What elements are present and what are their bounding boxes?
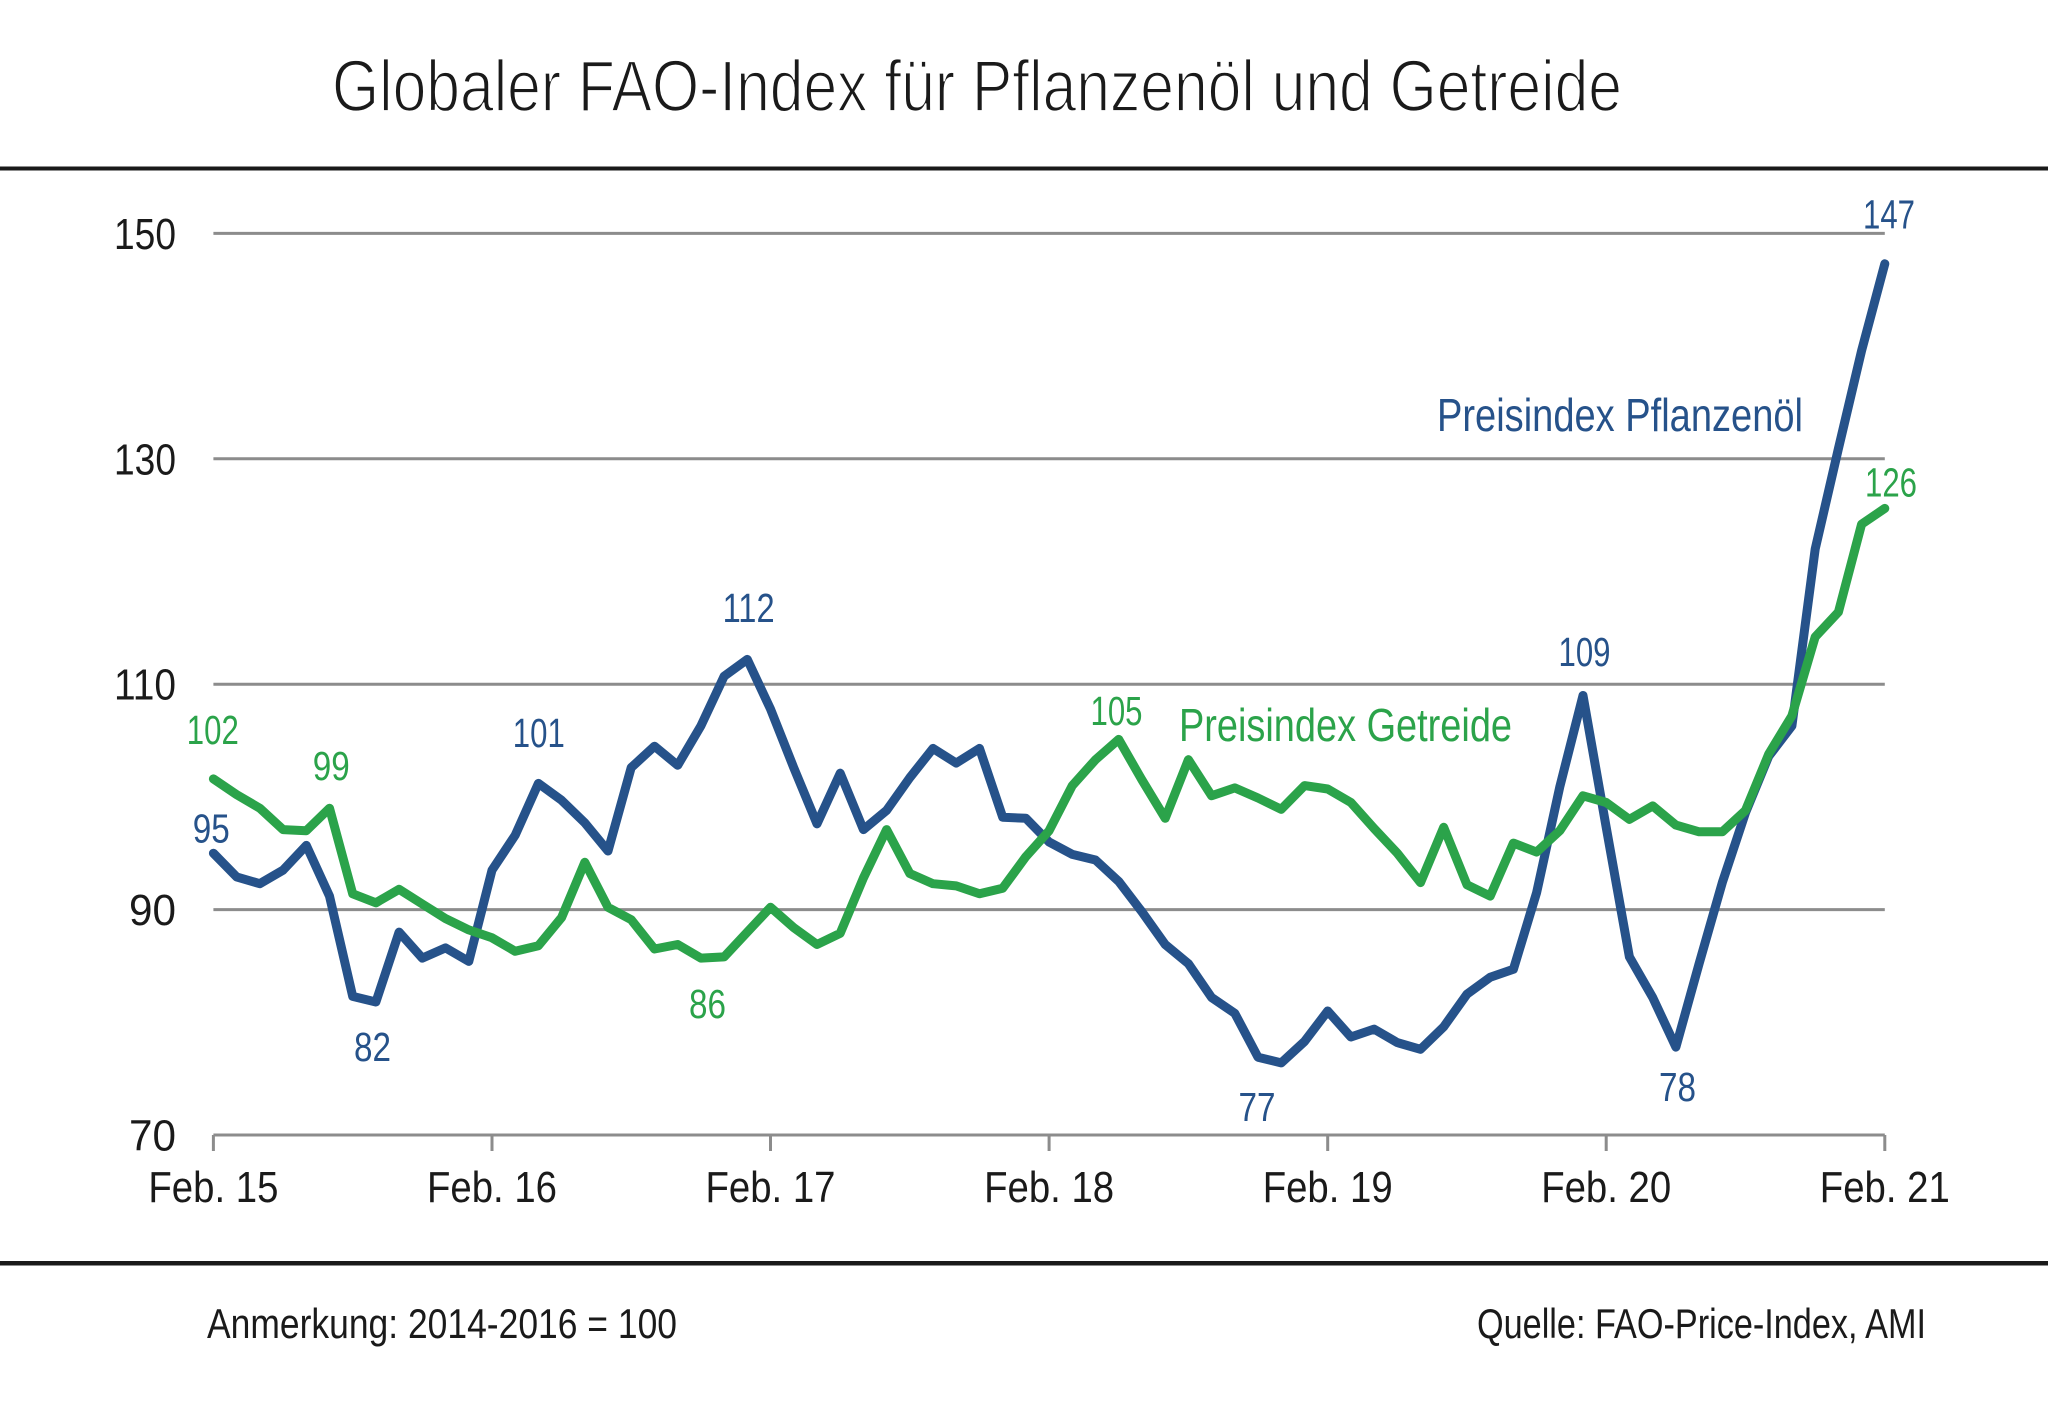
svg-text:105: 105	[1091, 688, 1143, 734]
svg-text:Feb. 20: Feb. 20	[1541, 1163, 1671, 1212]
svg-text:102: 102	[187, 707, 239, 753]
svg-text:130: 130	[114, 435, 176, 484]
svg-text:126: 126	[1865, 460, 1917, 506]
svg-text:99: 99	[313, 743, 350, 789]
svg-text:Feb. 15: Feb. 15	[148, 1163, 278, 1212]
svg-text:Anmerkung: 2014-2016 = 100: Anmerkung: 2014-2016 = 100	[207, 1300, 677, 1347]
svg-text:95: 95	[193, 806, 230, 852]
svg-text:78: 78	[1659, 1064, 1696, 1110]
svg-text:Preisindex Pflanzenöl: Preisindex Pflanzenöl	[1437, 389, 1803, 441]
svg-text:Feb. 17: Feb. 17	[706, 1163, 836, 1212]
svg-text:77: 77	[1239, 1084, 1276, 1130]
svg-text:86: 86	[689, 981, 726, 1027]
svg-text:101: 101	[513, 710, 565, 756]
svg-text:82: 82	[354, 1024, 391, 1070]
svg-text:Feb. 18: Feb. 18	[984, 1163, 1114, 1212]
svg-text:109: 109	[1559, 629, 1611, 675]
svg-text:110: 110	[114, 661, 176, 710]
svg-text:150: 150	[114, 210, 176, 259]
svg-text:147: 147	[1863, 192, 1915, 238]
svg-text:112: 112	[723, 585, 775, 631]
svg-text:Globaler FAO-Index für Pflanze: Globaler FAO-Index für Pflanzenöl und Ge…	[332, 47, 1622, 127]
svg-text:Feb. 19: Feb. 19	[1263, 1163, 1393, 1212]
svg-text:Feb. 21: Feb. 21	[1820, 1163, 1950, 1212]
svg-text:Preisindex Getreide: Preisindex Getreide	[1179, 699, 1512, 751]
svg-text:Feb. 16: Feb. 16	[427, 1163, 557, 1212]
svg-text:70: 70	[129, 1112, 176, 1161]
svg-text:Quelle: FAO-Price-Index, AMI: Quelle: FAO-Price-Index, AMI	[1477, 1300, 1926, 1347]
svg-text:90: 90	[129, 886, 176, 935]
